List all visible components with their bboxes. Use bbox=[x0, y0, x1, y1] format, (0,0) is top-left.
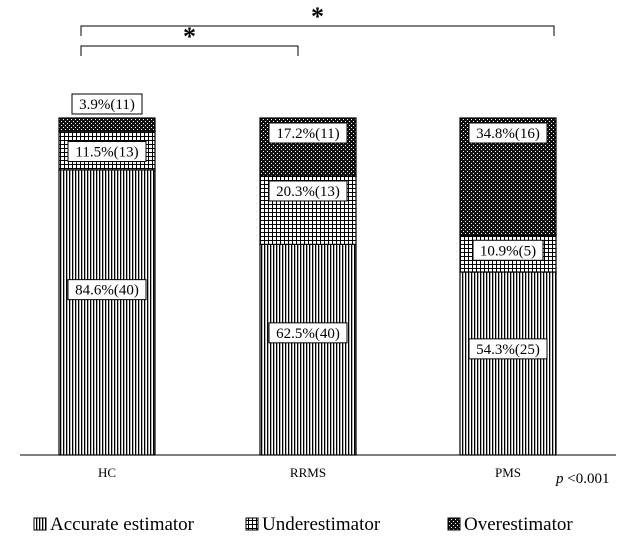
legend-label: Overestimator bbox=[464, 514, 573, 535]
data-label-rrms-accurate-estimator: 62.5%(40) bbox=[268, 322, 348, 344]
significance-star: * bbox=[183, 22, 196, 51]
significance-bracket-hc-rrms: * bbox=[80, 22, 299, 56]
bar-pms-accurate-estimator bbox=[459, 271, 557, 456]
data-label-box bbox=[268, 180, 348, 202]
legend-swatch bbox=[245, 517, 259, 531]
p-value-text: <0.001 bbox=[564, 471, 610, 487]
data-label-hc-overestimator: 3.9%(11) bbox=[71, 93, 143, 115]
data-label-pms-accurate-estimator: 54.3%(25) bbox=[468, 338, 548, 360]
data-label-text: 3.9%(11) bbox=[79, 97, 135, 113]
data-label-text: 34.8%(16) bbox=[476, 126, 540, 142]
x-tick-labels: HC RRMS PMS bbox=[98, 465, 521, 480]
data-label-box bbox=[268, 122, 348, 144]
data-label-box bbox=[468, 338, 548, 360]
data-label-pms-overestimator: 34.8%(16) bbox=[468, 122, 548, 144]
data-label-box bbox=[67, 141, 147, 163]
bar-rrms-accurate-estimator bbox=[259, 243, 357, 456]
x-tick-label-pms: PMS bbox=[495, 465, 521, 480]
bar-hc-accurate-estimator bbox=[58, 169, 156, 456]
data-label-text: 10.9%(5) bbox=[480, 243, 536, 259]
data-label-rrms-overestimator: 17.2%(11) bbox=[268, 122, 348, 144]
legend-swatch bbox=[447, 517, 461, 531]
significance-bracket-hc-pms: * bbox=[80, 2, 555, 36]
data-label-box bbox=[472, 239, 544, 261]
data-label-text: 84.6%(40) bbox=[75, 283, 139, 299]
bracket-line bbox=[80, 25, 555, 36]
data-label-text: 62.5%(40) bbox=[276, 326, 340, 342]
legend-label: Underestimator bbox=[262, 514, 381, 535]
x-tick-label-hc: HC bbox=[98, 465, 116, 480]
data-label-text: 54.3%(25) bbox=[476, 342, 540, 358]
bar-hc-overestimator bbox=[58, 117, 156, 132]
p-value-symbol: p bbox=[555, 471, 564, 487]
data-labels-layer: 84.6%(40) 11.5%(13) 3.9%(11) 62.5%(40) 20.3%… bbox=[67, 93, 548, 360]
data-label-hc-accurate-estimator: 84.6%(40) bbox=[67, 279, 147, 301]
significance-brackets: ** bbox=[80, 2, 555, 56]
legend: Accurate estimator Underestimator Overesti… bbox=[33, 514, 573, 535]
data-label-pms-underestimator: 10.9%(5) bbox=[472, 239, 544, 261]
legend-item-underestimator: Underestimator bbox=[245, 514, 381, 535]
data-label-box bbox=[268, 322, 348, 344]
significance-star: * bbox=[311, 2, 324, 31]
legend-swatch bbox=[33, 517, 47, 531]
bracket-line bbox=[80, 45, 299, 56]
data-label-box bbox=[67, 279, 147, 301]
data-label-box bbox=[468, 122, 548, 144]
bars-layer bbox=[58, 117, 557, 456]
data-label-hc-underestimator: 11.5%(13) bbox=[67, 141, 147, 163]
data-label-text: 20.3%(13) bbox=[276, 184, 340, 200]
data-label-text: 17.2%(11) bbox=[276, 126, 339, 142]
legend-item-overestimator: Overestimator bbox=[447, 514, 573, 535]
data-label-text: 11.5%(13) bbox=[75, 145, 138, 161]
data-label-box bbox=[71, 93, 143, 115]
data-label-rrms-underestimator: 20.3%(13) bbox=[268, 180, 348, 202]
p-value-annotation: p <0.001 bbox=[555, 471, 609, 487]
x-tick-label-rrms: RRMS bbox=[290, 465, 326, 480]
legend-item-accurate-estimator: Accurate estimator bbox=[33, 514, 195, 535]
legend-label: Accurate estimator bbox=[50, 514, 195, 535]
